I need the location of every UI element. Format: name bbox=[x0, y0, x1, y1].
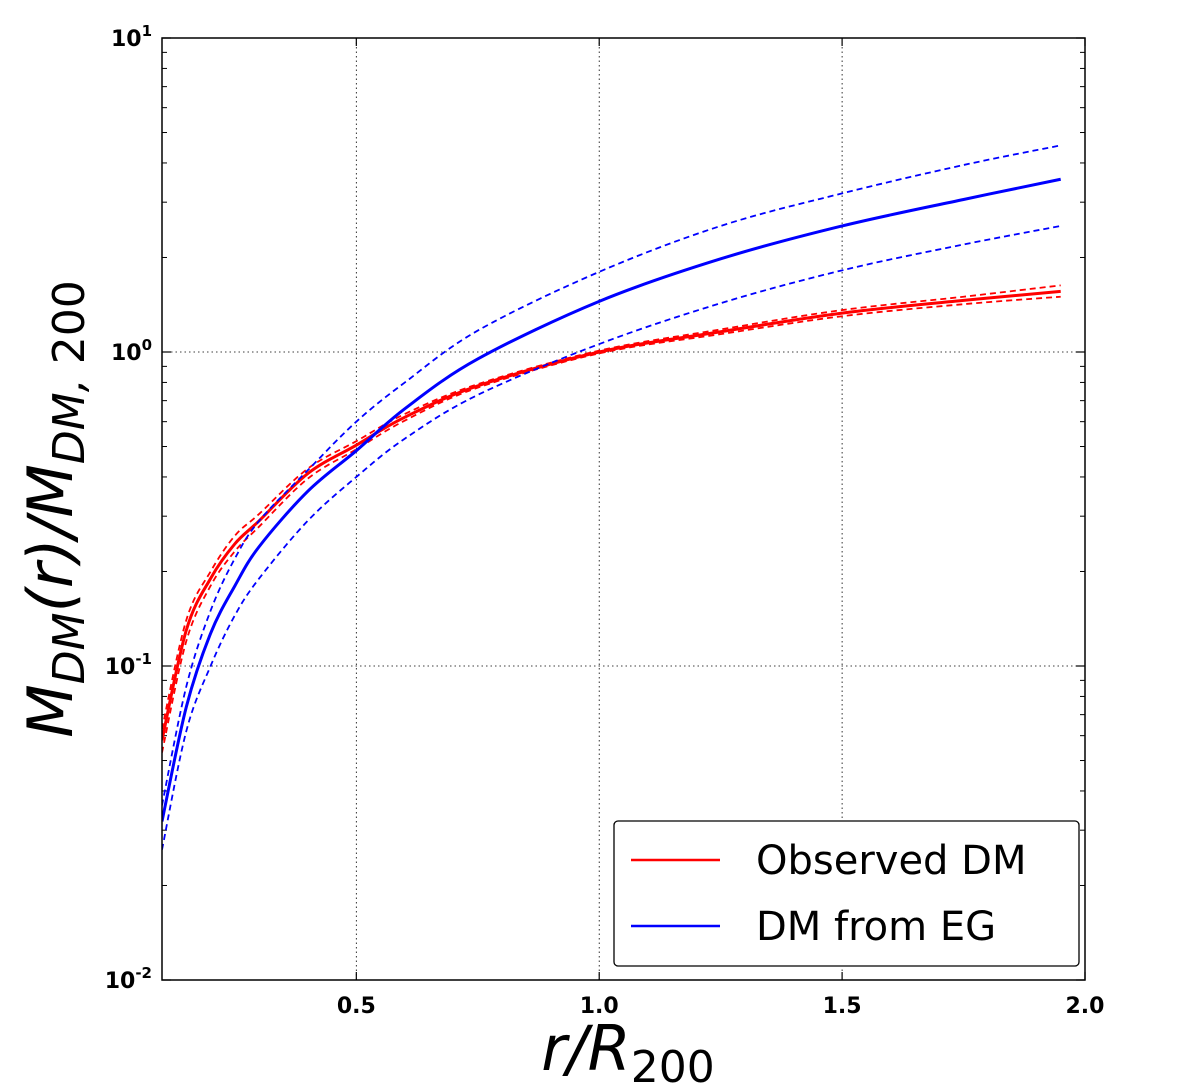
y-axis-label: MDM(r)/MDM, 200 bbox=[14, 280, 95, 737]
y-axis-ticks: 10-2 10-1 100 101 bbox=[105, 22, 1085, 994]
series-line-dm-from-eg bbox=[162, 177, 1062, 822]
x-axis-ticks: 0.5 1.0 1.5 2.0 bbox=[337, 38, 1105, 1019]
x-tick-label: 0.5 bbox=[337, 994, 376, 1019]
series-line-observed-dm-upper bbox=[162, 284, 1061, 730]
minor-ticks bbox=[162, 51, 1085, 886]
series-line-observed-dm-lower bbox=[162, 295, 1061, 753]
y-tick-label: 10-2 bbox=[105, 964, 152, 994]
y-tick-label: 100 bbox=[111, 336, 152, 366]
plot-frame bbox=[161, 37, 1086, 981]
series-line-dm-from-eg-lower bbox=[162, 225, 1061, 850]
series-layer bbox=[162, 144, 1062, 850]
x-axis-label: r/R200 bbox=[541, 1012, 714, 1085]
legend-label-eg: DM from EG bbox=[756, 904, 996, 950]
legend: Observed DM DM from EG bbox=[613, 820, 1080, 967]
legend-label-observed: Observed DM bbox=[756, 838, 1026, 884]
x-tick-label: 2.0 bbox=[1066, 994, 1105, 1019]
grid bbox=[162, 38, 1085, 980]
y-tick-label: 10-1 bbox=[105, 650, 152, 680]
y-tick-label: 101 bbox=[111, 22, 152, 52]
legend-box bbox=[613, 820, 1080, 967]
series-line-observed-dm bbox=[162, 289, 1061, 741]
series-line-dm-from-eg-upper bbox=[162, 144, 1061, 806]
x-tick-label: 1.0 bbox=[580, 994, 619, 1019]
x-tick-label: 1.5 bbox=[823, 994, 862, 1019]
